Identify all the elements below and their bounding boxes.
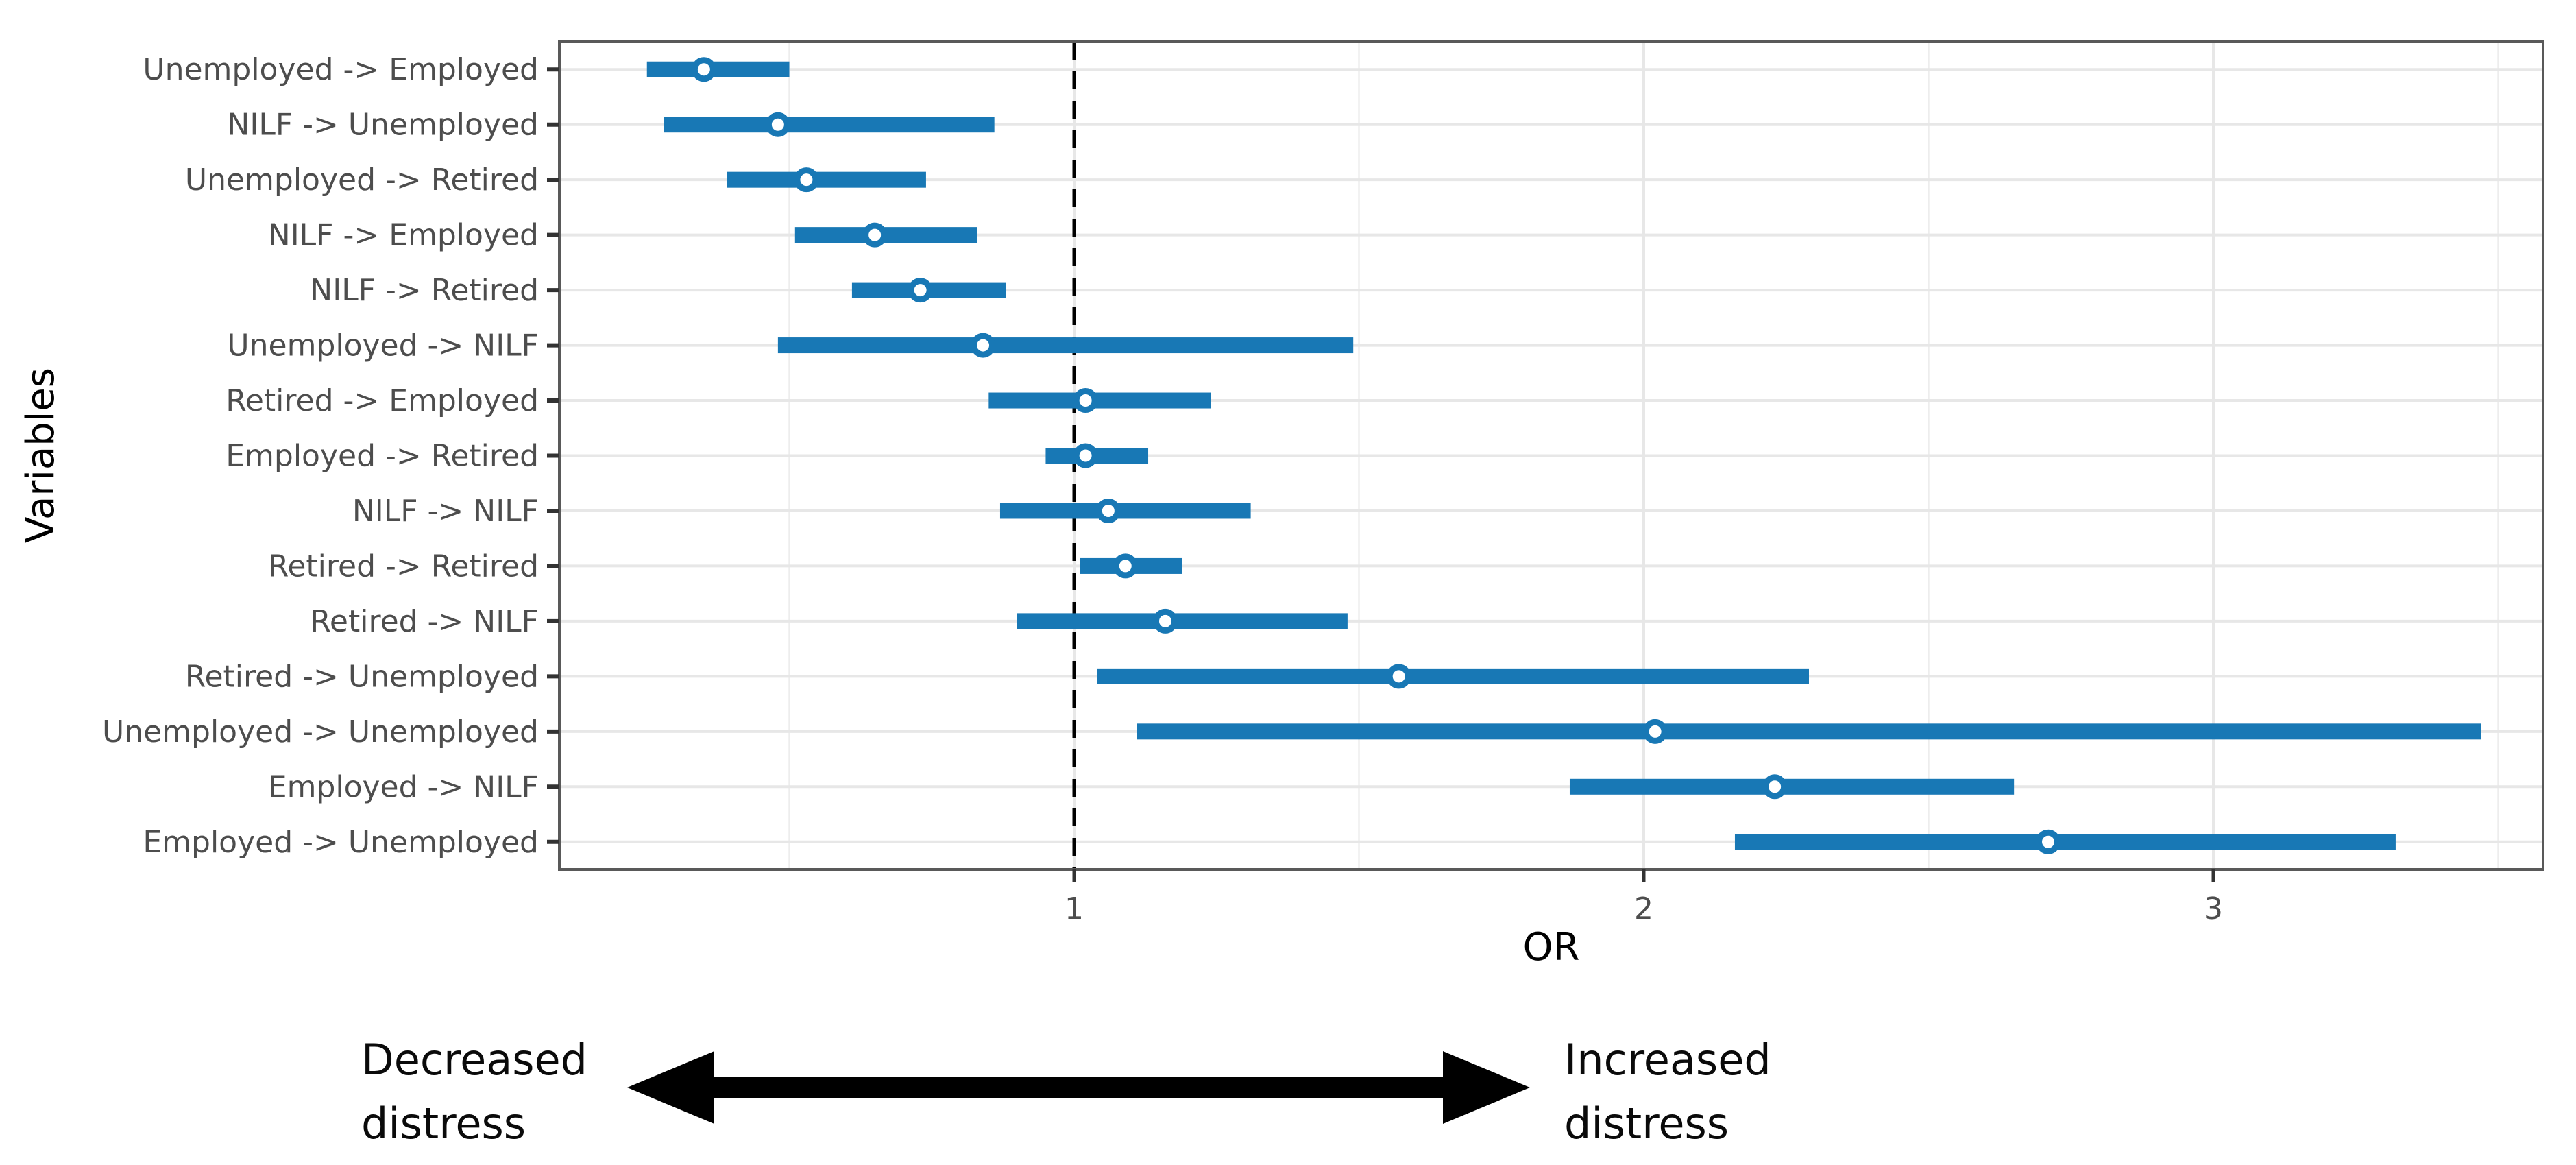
or-marker	[1095, 498, 1121, 523]
x-tick-label: 1	[1065, 891, 1084, 926]
or-marker	[765, 112, 790, 137]
or-marker	[794, 167, 819, 193]
row-label: NILF -> Employed	[268, 218, 539, 253]
or-marker	[1152, 608, 1178, 634]
or-marker	[1073, 443, 1098, 468]
x-axis-title: OR	[1523, 925, 1580, 970]
ci-bar	[727, 171, 926, 188]
or-marker	[971, 333, 996, 358]
row-label: NILF -> Unemployed	[227, 108, 539, 143]
arrow-head-left	[627, 1051, 714, 1124]
or-marker	[1113, 553, 1138, 579]
row-label: Retired -> NILF	[310, 604, 539, 639]
ci-bar	[1734, 834, 2396, 850]
x-tick-label: 3	[2204, 891, 2223, 926]
or-marker	[908, 278, 933, 303]
data-layer	[646, 57, 2481, 854]
or-marker	[2036, 829, 2061, 854]
ci-bar	[646, 61, 790, 77]
row-label: Unemployed -> NILF	[227, 328, 539, 363]
row-label: Unemployed -> Employed	[143, 52, 539, 87]
row-label: Unemployed -> Unemployed	[102, 714, 539, 749]
row-label: NILF -> Retired	[310, 273, 539, 308]
ci-bar	[777, 337, 1354, 354]
row-label: Employed -> NILF	[268, 769, 539, 804]
or-marker	[1386, 664, 1411, 689]
row-label: Unemployed -> Retired	[185, 163, 539, 197]
ci-bar	[1017, 613, 1348, 629]
row-label: NILF -> NILF	[352, 494, 539, 529]
or-marker	[1762, 774, 1788, 800]
x-tick-label: 2	[1634, 891, 1653, 926]
annotation-increased-line2: distress	[1564, 1098, 1729, 1149]
ci-bar	[664, 117, 995, 133]
row-label: Employed -> Unemployed	[143, 825, 539, 860]
double-arrow-icon	[627, 1051, 1530, 1124]
annotation-decreased-line1: Decreased	[361, 1035, 587, 1085]
annotation-increased-line1: Increased	[1564, 1035, 1771, 1085]
or-marker	[862, 222, 888, 248]
grid-layer	[559, 42, 2543, 869]
row-label: Retired -> Retired	[268, 549, 539, 584]
annotation-decreased-line2: distress	[361, 1098, 526, 1149]
or-marker	[1642, 719, 1668, 744]
or-marker	[1073, 388, 1098, 413]
ci-bar	[988, 392, 1211, 409]
ci-bar	[1097, 668, 1809, 684]
axis-layer: Unemployed -> Employed NILF -> Unemployed…	[102, 52, 2223, 926]
or-marker	[691, 57, 716, 82]
row-label: Employed -> Retired	[226, 439, 539, 474]
row-label: Retired -> Employed	[226, 383, 539, 418]
ci-bar	[1137, 723, 2481, 740]
y-axis-title: Variables	[19, 368, 63, 543]
ci-bar	[999, 503, 1251, 519]
arrow-head-right	[1443, 1051, 1530, 1124]
row-label: Retired -> Unemployed	[185, 659, 539, 694]
ci-bar	[1569, 778, 2015, 795]
